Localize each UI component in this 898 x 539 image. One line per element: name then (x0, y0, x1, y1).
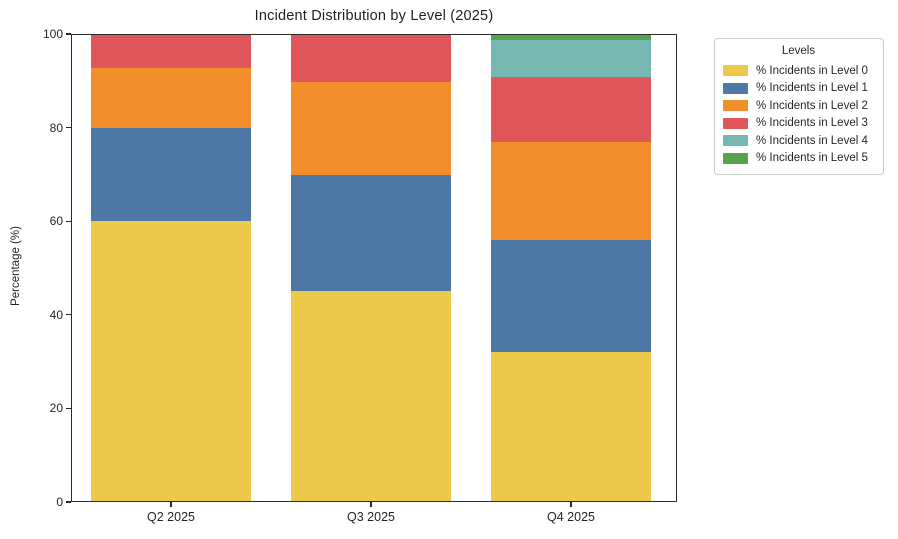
legend-entry: % Incidents in Level 4 (723, 132, 874, 150)
legend-label: % Incidents in Level 0 (756, 64, 868, 77)
bar-q3-2025 (291, 35, 451, 501)
bar-segment-level-2 (91, 67, 251, 129)
bar-q4-2025 (491, 35, 651, 501)
legend-entries: % Incidents in Level 0 % Incidents in Lev… (723, 62, 874, 167)
legend-title: Levels (781, 45, 816, 57)
bar-q2-2025 (91, 35, 251, 501)
legend-entry: % Incidents in Level 5 (723, 150, 874, 168)
legend-label: % Incidents in Level 1 (756, 82, 868, 95)
bar-segment-level-0 (291, 291, 451, 501)
legend-swatch (723, 100, 748, 112)
bar-segment-level-2 (491, 142, 651, 241)
x-tick-label: Q4 2025 (547, 510, 595, 524)
y-tick-label: 20 (49, 401, 63, 416)
legend-label: % Incidents in Level 3 (756, 117, 868, 130)
chart-title: Incident Distribution by Level (2025) (254, 8, 494, 24)
bar-segment-level-4 (491, 39, 651, 77)
legend: Levels % Incidents in Level 0% Incidents… (714, 38, 884, 175)
legend-label: % Incidents in Level 4 (756, 134, 868, 147)
legend-swatch (723, 117, 748, 129)
legend-swatch (723, 82, 748, 94)
legend-entry: % Incidents in Level 1 (723, 80, 874, 98)
y-tick-label: 40 (49, 307, 63, 322)
bar-segment-level-0 (491, 351, 651, 501)
x-tick-mark (370, 502, 372, 507)
x-tick-mark (170, 502, 172, 507)
y-tick-mark (66, 314, 71, 316)
legend-label: % Incidents in Level 2 (756, 99, 868, 112)
y-tick-mark (66, 126, 71, 129)
legend-swatch (723, 65, 748, 77)
legend-entry: % Incidents in Level 0 (723, 62, 874, 80)
bar-segment-level-1 (491, 240, 651, 352)
x-tick-label: Q3 2025 (347, 510, 395, 524)
bar-segment-level-5 (491, 35, 651, 40)
bar-segment-level-1 (291, 174, 451, 292)
legend-entry: % Incidents in Level 2 (723, 97, 874, 115)
x-tick-label: Q2 2025 (147, 510, 195, 524)
plot-area (71, 34, 677, 502)
bar-segment-level-1 (91, 128, 251, 222)
y-tick-label: 0 (56, 495, 63, 509)
legend-swatch (723, 152, 748, 164)
y-tick-mark (66, 220, 71, 222)
y-tick-mark (66, 407, 71, 410)
y-tick-label: 80 (49, 120, 63, 135)
bar-segment-level-0 (91, 221, 251, 501)
y-axis-label: Percentage (%) (10, 226, 22, 306)
legend-swatch (723, 135, 748, 147)
y-tick-mark (66, 33, 71, 35)
bar-segment-level-2 (291, 81, 451, 175)
y-tick-label: 60 (49, 214, 63, 229)
bar-segment-level-3 (91, 35, 251, 68)
bar-segment-level-3 (291, 35, 451, 82)
x-tick-mark (570, 502, 572, 507)
legend-entry: % Incidents in Level 3 (723, 115, 874, 133)
bar-segment-level-3 (491, 76, 651, 143)
y-tick-mark (66, 501, 71, 503)
legend-label: % Incidents in Level 5 (756, 152, 868, 165)
y-tick-label: 100 (42, 27, 63, 41)
